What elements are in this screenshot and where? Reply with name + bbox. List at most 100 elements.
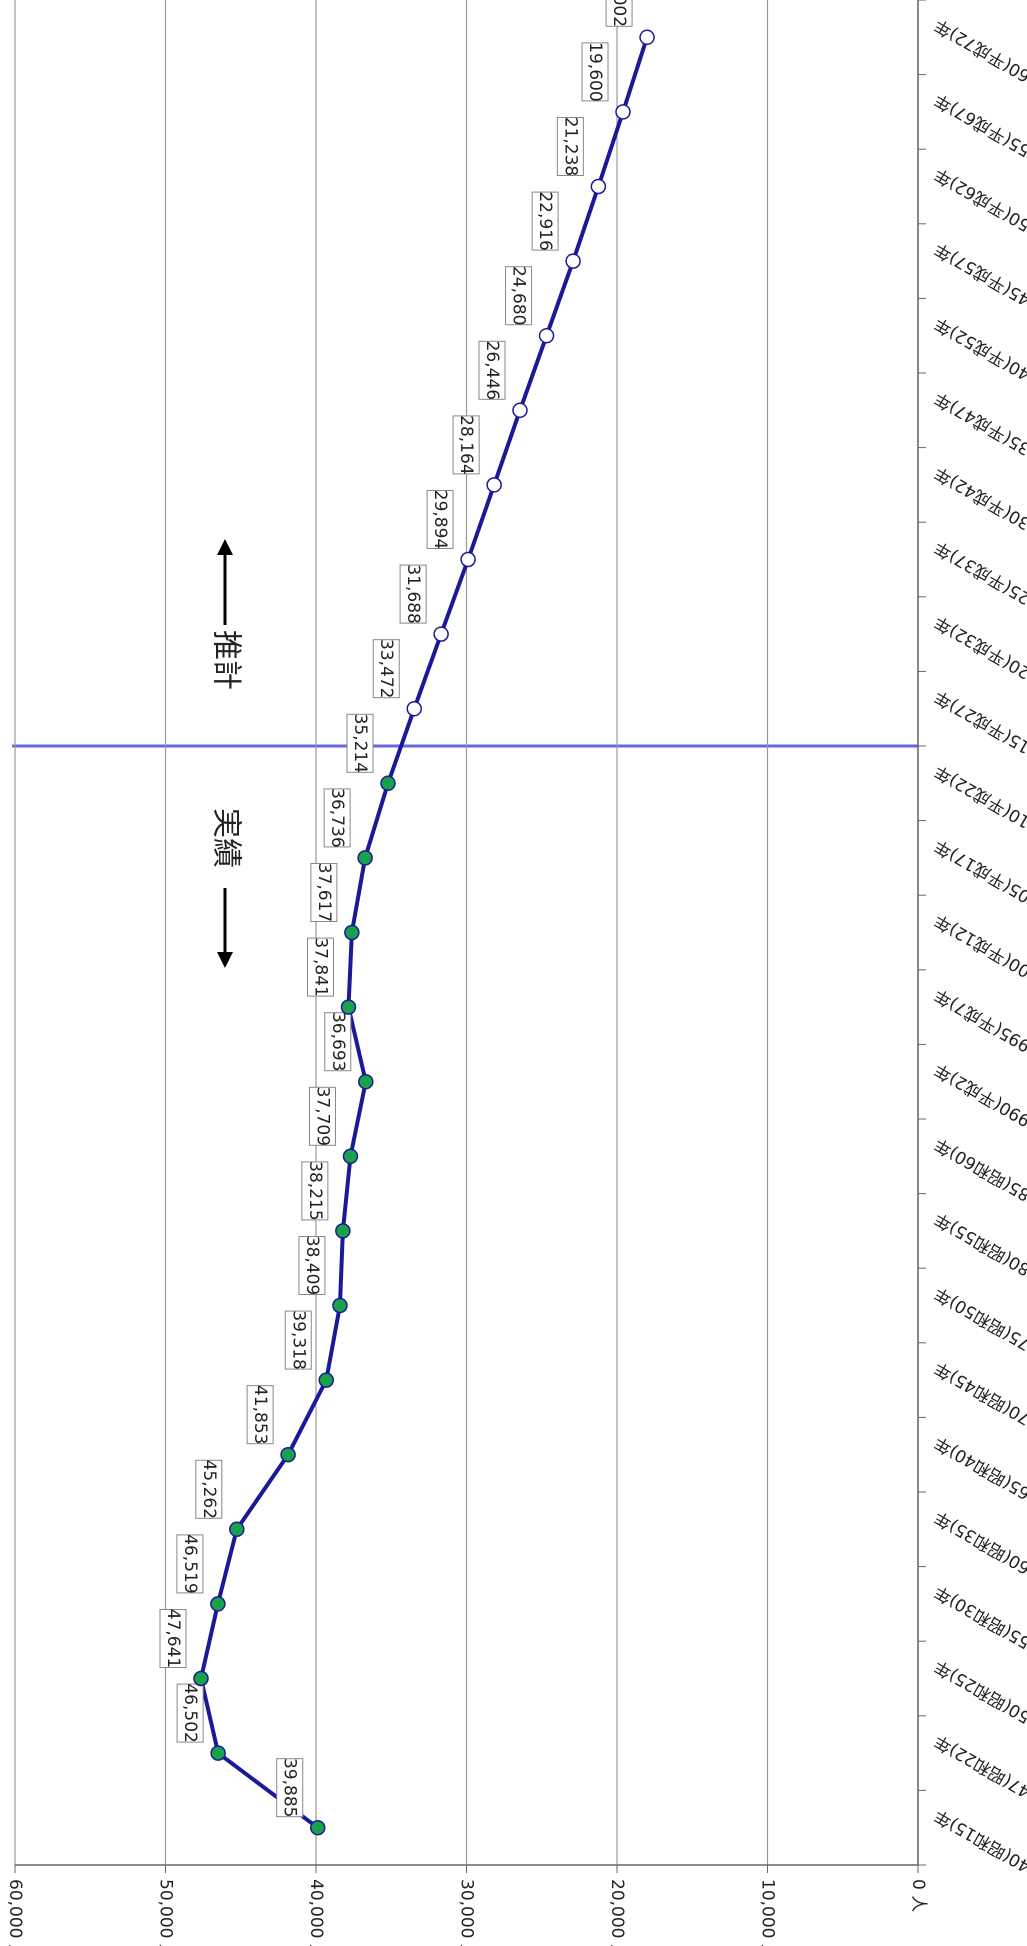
data-label: 24,680 xyxy=(509,266,529,325)
x-tick-label: 2040(平成52)年 xyxy=(931,313,1027,395)
label-box xyxy=(556,117,584,176)
label-box xyxy=(246,1385,274,1445)
point xyxy=(433,626,449,642)
label-box xyxy=(505,266,533,326)
data-label: 45,262 xyxy=(199,1460,219,1519)
y-tick-label: 50,000 人 xyxy=(156,1879,176,1946)
point xyxy=(193,1670,209,1687)
data-label: 29,894 xyxy=(430,490,450,549)
y-tick-label: 10,000 人 xyxy=(758,1879,778,1946)
x-tick-label: 1940(昭和15)年 xyxy=(931,1805,1027,1887)
point xyxy=(318,1372,335,1388)
x-tick-label: 2000(平成12)年 xyxy=(931,910,1027,992)
point xyxy=(460,551,476,568)
y-tick-label: 0 人 xyxy=(908,1879,928,1912)
data-label: 21,238 xyxy=(560,117,580,176)
x-tick-label: 2010(平成22)年 xyxy=(931,761,1027,843)
data-label: 36,693 xyxy=(328,1012,348,1071)
label-box xyxy=(426,490,454,549)
x-tick-label: 2025(平成37)年 xyxy=(931,537,1027,619)
annotation: 推計 xyxy=(209,630,244,690)
label-box xyxy=(399,564,427,624)
data-label: 31,688 xyxy=(403,564,423,623)
x-tick-label: 1995(平成7)年 xyxy=(931,984,1027,1061)
label-box xyxy=(372,639,400,699)
point xyxy=(309,1819,326,1836)
data-label: 35,214 xyxy=(350,714,370,773)
label-box xyxy=(478,340,506,400)
label-box xyxy=(323,788,351,848)
point xyxy=(486,477,502,493)
label-box xyxy=(284,1310,312,1370)
x-tick-label: 2035(平成47)年 xyxy=(931,388,1027,470)
x-tick-label: 2045(平成57)年 xyxy=(931,238,1027,320)
point xyxy=(357,850,373,866)
series-line xyxy=(198,36,649,1830)
label-box xyxy=(176,1534,204,1594)
data-label: 33,472 xyxy=(376,639,396,698)
data-label: 38,409 xyxy=(302,1236,322,1295)
point xyxy=(332,1297,348,1314)
label-box xyxy=(195,1459,223,1519)
x-tick-label: 2020(平成32)年 xyxy=(931,611,1027,693)
data-label: 36,736 xyxy=(327,788,347,847)
x-tick-label: 1947(昭和22)年 xyxy=(931,1730,1027,1812)
point xyxy=(340,999,357,1015)
x-tick-label: 2060(平成72)年 xyxy=(931,15,1027,97)
x-tick-label: 2050(平成62)年 xyxy=(931,164,1027,246)
point xyxy=(229,1521,245,1538)
point xyxy=(210,1745,226,1761)
x-tick-label: 1990(平成2)年 xyxy=(931,1059,1027,1136)
x-tick-label: 1970(昭和45)年 xyxy=(931,1357,1027,1439)
x-tick-label: 1950(昭和25)年 xyxy=(931,1656,1027,1738)
data-label: 39,318 xyxy=(288,1310,308,1369)
x-tick-label: 2005(平成17)年 xyxy=(931,835,1027,917)
data-label: 22,916 xyxy=(535,191,555,250)
label-box xyxy=(324,1012,352,1072)
data-label: 28,164 xyxy=(456,415,476,474)
y-tick-label: 20,000 人 xyxy=(607,1879,627,1946)
point xyxy=(565,253,581,269)
x-tick-label: 1980(昭和55)年 xyxy=(931,1208,1027,1290)
data-label: 46,502 xyxy=(180,1683,200,1742)
data-label: 47,641 xyxy=(163,1609,183,1668)
point xyxy=(358,1073,374,1090)
label-box xyxy=(452,415,480,475)
data-label: 37,709 xyxy=(312,1087,332,1146)
x-tick-label: 2055(平成67)年 xyxy=(931,89,1027,171)
point xyxy=(590,178,607,195)
x-tick-label: 1975(昭和50)年 xyxy=(931,1283,1027,1365)
label-box xyxy=(605,0,633,27)
point xyxy=(406,700,422,717)
y-tick-label: 40,000 人 xyxy=(306,1879,326,1946)
x-tick-label: 2030(平成42)年 xyxy=(931,462,1027,544)
label-box xyxy=(159,1609,187,1668)
data-label: 26,446 xyxy=(482,341,502,400)
annotation: 実績 xyxy=(209,808,244,868)
label-box xyxy=(306,937,334,997)
label-box xyxy=(176,1683,204,1743)
data-label: 37,617 xyxy=(314,863,334,922)
label-box xyxy=(301,1161,329,1221)
point xyxy=(615,104,631,120)
point xyxy=(335,1223,351,1239)
data-label: 37,841 xyxy=(310,937,330,996)
label-box xyxy=(308,1086,336,1146)
x-tick-label: 1985(昭和60)年 xyxy=(931,1134,1027,1216)
label-box xyxy=(531,191,559,251)
label-box xyxy=(298,1236,326,1295)
point xyxy=(538,327,555,344)
arrow-head xyxy=(217,539,233,555)
point xyxy=(342,1148,359,1165)
point xyxy=(210,1596,226,1612)
point xyxy=(344,924,360,941)
x-tick-label: 1965(昭和40)年 xyxy=(931,1432,1027,1514)
point xyxy=(512,402,528,419)
point xyxy=(280,1446,296,1463)
label-box xyxy=(276,1758,304,1818)
x-tick-label: 1960(昭和35)年 xyxy=(931,1507,1027,1589)
x-tick-label: 1955(昭和30)年 xyxy=(931,1581,1027,1663)
data-label: 38,215 xyxy=(305,1161,325,1220)
point xyxy=(380,775,396,792)
